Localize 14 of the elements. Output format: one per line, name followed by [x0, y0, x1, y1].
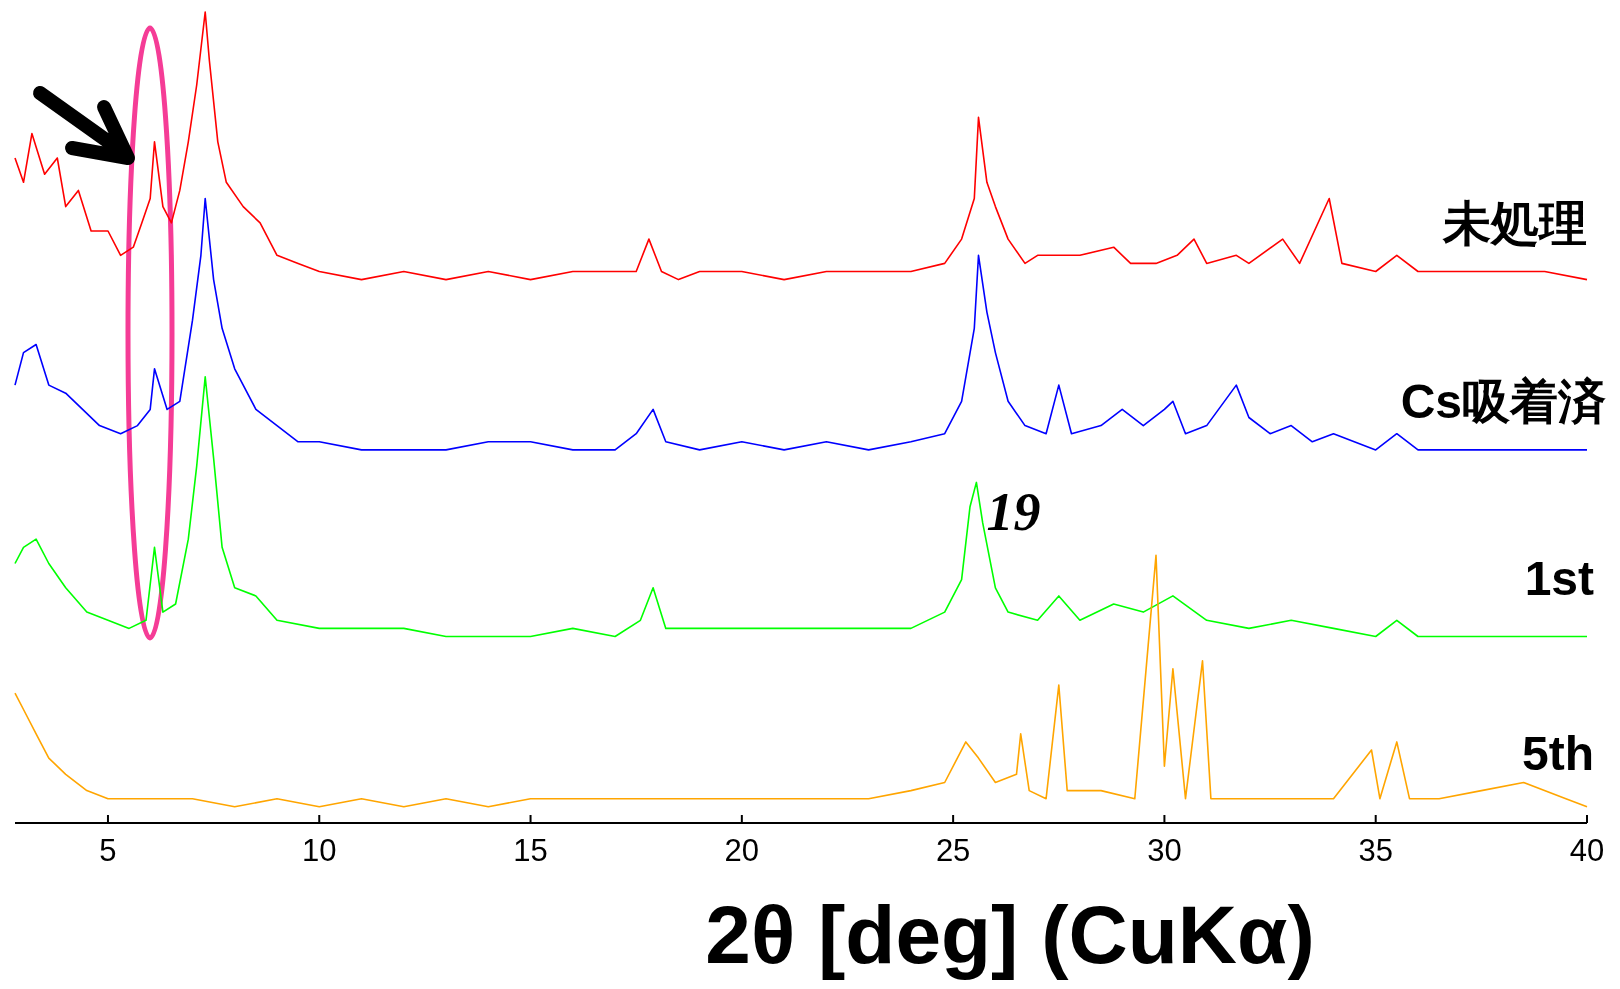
x-tick-label: 30 [1147, 833, 1182, 868]
annotation: 19 [986, 482, 1041, 543]
x-tick-label: 5 [99, 833, 117, 868]
x-axis-title: 2θ [deg] (CuKα) [705, 889, 1315, 980]
x-tick-label: 10 [302, 833, 337, 868]
series-label: 5th [1522, 727, 1594, 780]
series-label: 1st [1524, 552, 1595, 605]
x-tick-label: 35 [1358, 833, 1393, 868]
series-label: Cs吸着済 [1400, 375, 1606, 428]
x-tick-label: 40 [1569, 833, 1605, 868]
x-tick-label: 20 [724, 833, 760, 868]
x-tick-label: 15 [513, 833, 548, 868]
x-tick-label: 25 [935, 833, 971, 868]
series-label: 未処理 [1442, 197, 1587, 250]
